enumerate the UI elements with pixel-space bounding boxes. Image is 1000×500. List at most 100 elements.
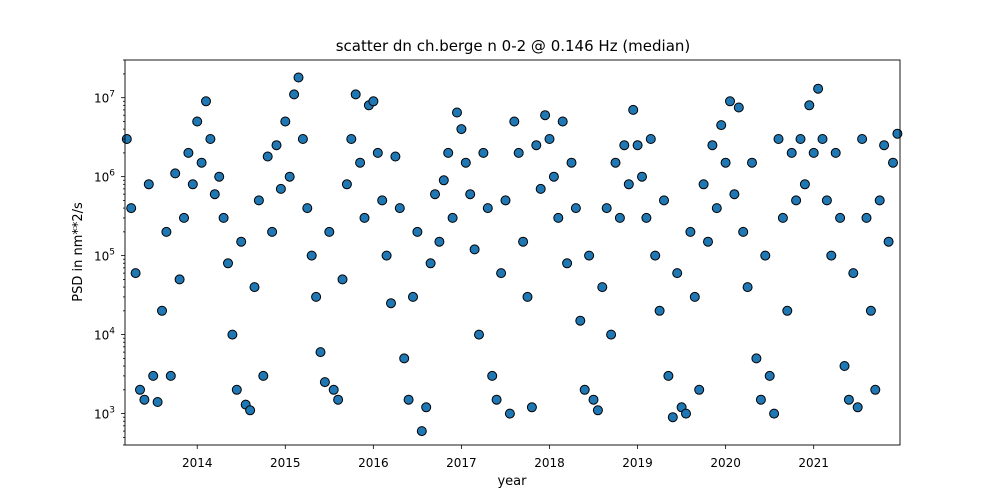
scatter-point xyxy=(500,195,511,206)
scatter-point xyxy=(826,250,837,261)
scatter-point xyxy=(667,412,678,423)
scatter-point xyxy=(460,157,471,168)
scatter-point xyxy=(716,120,727,131)
scatter-point xyxy=(575,315,586,326)
scatter-point xyxy=(848,268,859,279)
scatter-point xyxy=(531,140,542,151)
scatter-point xyxy=(584,250,595,261)
scatter-point xyxy=(412,226,423,237)
scatter-point xyxy=(883,236,894,247)
scatter-point xyxy=(570,203,581,214)
scatter-point xyxy=(328,384,339,395)
scatter-point xyxy=(601,203,612,214)
scatter-points xyxy=(121,72,903,437)
y-axis: 103 104 105 106 107 xyxy=(94,59,125,446)
scatter-point xyxy=(892,128,903,139)
scatter-point xyxy=(720,157,731,168)
scatter-point xyxy=(452,107,462,118)
scatter-point xyxy=(126,203,137,214)
scatter-point xyxy=(315,347,326,358)
scatter-point xyxy=(337,274,348,285)
x-tick-label: 2020 xyxy=(710,456,741,470)
scatter-point xyxy=(262,151,273,162)
scatter-point xyxy=(245,405,256,416)
scatter-point xyxy=(557,116,568,127)
scatter-point xyxy=(769,408,780,419)
scatter-point xyxy=(205,134,216,144)
scatter-point xyxy=(804,100,815,111)
scatter-point xyxy=(509,116,520,127)
y-tick-label: 107 xyxy=(94,90,115,106)
scatter-point xyxy=(685,226,696,237)
scatter-point xyxy=(258,370,269,381)
scatter-point xyxy=(544,134,555,144)
scatter-point xyxy=(777,212,788,223)
scatter-point xyxy=(496,268,507,279)
scatter-point xyxy=(760,250,771,261)
scatter-point xyxy=(654,305,665,316)
scatter-point xyxy=(729,189,740,200)
scatter-point xyxy=(566,157,577,168)
x-tick-label: 2017 xyxy=(446,456,477,470)
scatter-point xyxy=(403,394,414,405)
scatter-point xyxy=(187,179,198,190)
scatter-point xyxy=(808,147,819,158)
scatter-point xyxy=(813,83,824,94)
scatter-point xyxy=(857,134,868,144)
scatter-point xyxy=(782,305,793,316)
x-axis-label: year xyxy=(497,474,527,489)
scatter-point xyxy=(619,140,630,151)
scatter-point xyxy=(341,179,352,190)
scatter-point xyxy=(504,408,515,419)
scatter-point xyxy=(130,268,141,279)
scatter-point xyxy=(861,212,872,223)
scatter-point xyxy=(870,384,881,395)
scatter-point xyxy=(425,258,436,269)
x-tick-label: 2019 xyxy=(622,456,653,470)
scatter-point xyxy=(830,147,841,158)
scatter-point xyxy=(535,183,546,194)
scatter-point xyxy=(659,195,669,206)
scatter-point xyxy=(623,179,634,190)
scatter-point xyxy=(548,171,559,182)
scatter-point xyxy=(540,110,551,121)
scatter-point xyxy=(196,157,207,168)
scatter-point xyxy=(214,171,225,182)
scatter-point xyxy=(381,250,392,261)
scatter-point xyxy=(183,147,194,158)
scatter-point xyxy=(157,305,167,316)
scatter-point xyxy=(637,171,647,182)
scatter-point xyxy=(302,203,313,214)
scatter-point xyxy=(152,397,163,407)
scatter-point xyxy=(434,236,445,247)
x-tick-label: 2015 xyxy=(270,456,301,470)
scatter-point xyxy=(201,96,211,107)
scatter-point xyxy=(513,147,524,158)
scatter-point xyxy=(733,102,744,113)
scatter-point xyxy=(799,179,810,190)
scatter-point xyxy=(161,226,172,237)
scatter-point xyxy=(597,282,608,293)
scatter-point xyxy=(284,171,295,182)
scatter-point xyxy=(821,195,832,206)
scatter-point xyxy=(227,329,238,340)
scatter-point xyxy=(139,394,150,405)
scatter-point xyxy=(209,189,220,200)
scatter-point xyxy=(399,353,410,364)
scatter-point xyxy=(311,291,322,302)
scatter-point xyxy=(742,282,753,293)
x-tick-label: 2016 xyxy=(358,456,389,470)
scatter-point xyxy=(179,212,189,223)
scatter-point xyxy=(610,157,621,168)
scatter-point xyxy=(694,384,705,395)
scatter-point xyxy=(606,329,617,340)
scatter-point xyxy=(588,394,599,405)
scatter-point xyxy=(346,134,357,144)
scatter-point xyxy=(408,291,418,302)
scatter-point xyxy=(738,226,749,237)
scatter-point xyxy=(447,212,458,223)
scatter-point xyxy=(628,104,639,115)
scatter-point xyxy=(755,394,766,405)
scatter-point xyxy=(280,116,291,127)
